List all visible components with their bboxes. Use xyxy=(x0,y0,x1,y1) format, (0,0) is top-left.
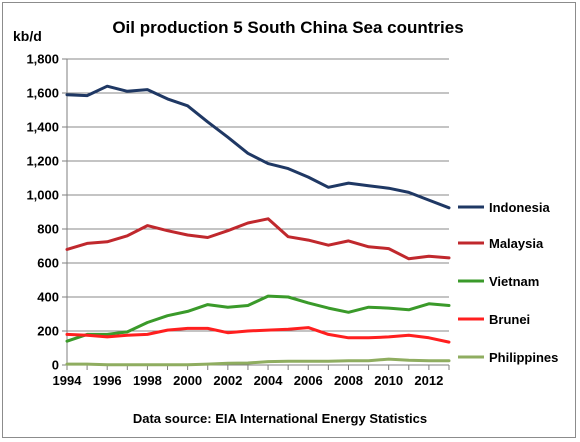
y-tick-label: 1,400 xyxy=(26,120,59,135)
legend-label-indonesia: Indonesia xyxy=(489,200,550,215)
y-tick-label: 0 xyxy=(52,358,59,373)
x-tick-label: 2002 xyxy=(213,373,242,388)
data-source-note: Data source: EIA International Energy St… xyxy=(133,411,427,426)
series-line-philippines xyxy=(65,357,451,367)
x-tick-label: 2012 xyxy=(414,373,443,388)
line-chart: Oil production 5 South China Sea countri… xyxy=(13,18,558,426)
series-line-brunei xyxy=(65,326,451,344)
x-tick-label: 2004 xyxy=(254,373,284,388)
chart-frame: Oil production 5 South China Sea countri… xyxy=(2,2,576,438)
y-tick-label: 1,600 xyxy=(26,86,59,101)
x-tick-label: 1996 xyxy=(93,373,122,388)
axes: 0 200 400 600 800 1,000 1,200 1,400 1,600 1,800 19… xyxy=(26,52,450,388)
legend-label-philippines: Philippines xyxy=(489,350,558,365)
x-tick-label: 1998 xyxy=(133,373,162,388)
x-tick-label: 2010 xyxy=(374,373,403,388)
x-tick-label: 1994 xyxy=(53,373,83,388)
x-tick-label: 2008 xyxy=(334,373,363,388)
x-tick-label: 2000 xyxy=(173,373,202,388)
y-tick-label: 600 xyxy=(37,256,59,271)
y-tick-label: 800 xyxy=(37,222,59,237)
gridlines xyxy=(67,58,449,332)
legend-label-vietnam: Vietnam xyxy=(489,274,539,289)
series-lines xyxy=(65,84,451,367)
chart-title: Oil production 5 South China Sea countri… xyxy=(112,18,463,37)
series-line-malaysia xyxy=(65,217,451,261)
x-tick-label: 2006 xyxy=(294,373,323,388)
y-tick-label: 1,800 xyxy=(26,52,59,67)
y-tick-label: 1,200 xyxy=(26,154,59,169)
legend-label-malaysia: Malaysia xyxy=(489,236,544,251)
legend: Indonesia Malaysia Vietnam Brunei Philippine… xyxy=(458,200,558,365)
y-axis-unit-label: kb/d xyxy=(13,28,42,44)
legend-label-brunei: Brunei xyxy=(489,312,530,327)
y-tick-label: 200 xyxy=(37,324,59,339)
series-line-indonesia xyxy=(65,84,451,210)
y-tick-label: 400 xyxy=(37,290,59,305)
y-tick-label: 1,000 xyxy=(26,188,59,203)
series-line-vietnam xyxy=(65,294,451,343)
